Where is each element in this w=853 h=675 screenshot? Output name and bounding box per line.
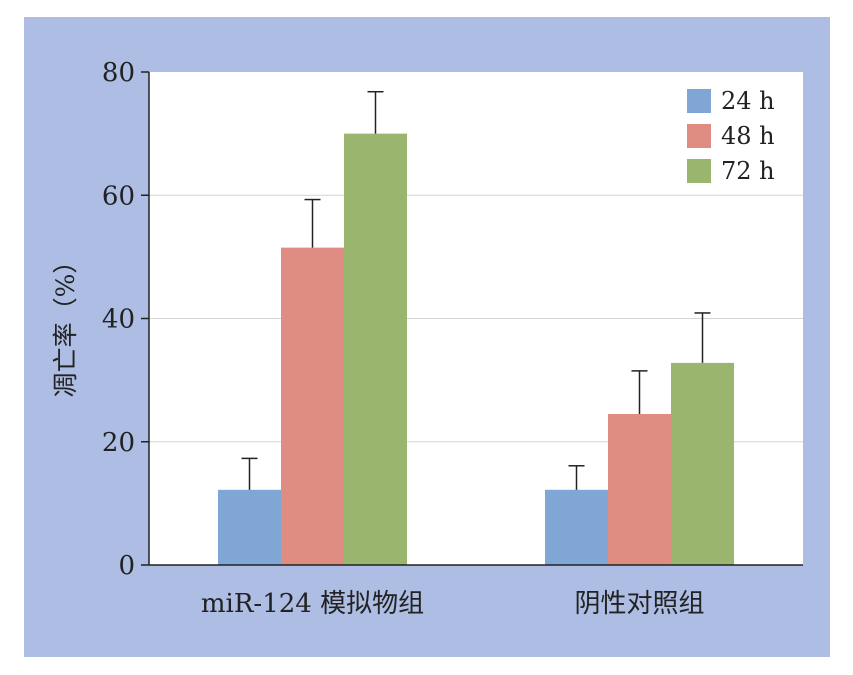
y-axis-label: 凋亡率（%） <box>51 249 80 398</box>
bar-chart: 0 20 40 60 80 miR-124 模拟物组 阴性对照组 凋亡率（%） 24 h 4… <box>51 58 803 619</box>
y-tick-label: 60 <box>102 181 135 211</box>
bar <box>344 133 407 565</box>
legend-swatch <box>687 89 711 113</box>
chart-frame: 0 20 40 60 80 miR-124 模拟物组 阴性对照组 凋亡率（%） 24 h 4… <box>24 17 830 657</box>
legend-label: 72 h <box>721 157 775 185</box>
y-tick-label: 40 <box>102 305 135 335</box>
y-ticks: 0 20 40 60 80 <box>102 58 149 581</box>
legend-swatch <box>687 124 711 148</box>
y-tick-label: 0 <box>118 551 135 581</box>
y-tick-label: 80 <box>102 58 135 88</box>
bar <box>281 247 344 565</box>
bar <box>218 489 281 565</box>
x-tick-label: 阴性对照组 <box>574 589 704 619</box>
x-tick-labels: miR-124 模拟物组 阴性对照组 <box>201 589 705 619</box>
x-tick-label: miR-124 模拟物组 <box>201 589 424 619</box>
legend-label: 24 h <box>721 87 775 115</box>
bars <box>218 133 734 565</box>
bar <box>545 489 608 565</box>
legend: 24 h 48 h 72 h <box>687 87 775 185</box>
legend-swatch <box>687 159 711 183</box>
legend-label: 48 h <box>721 122 775 150</box>
y-tick-label: 20 <box>102 428 135 458</box>
error-bars <box>241 90 711 490</box>
bar <box>671 362 734 565</box>
bar <box>608 414 671 565</box>
